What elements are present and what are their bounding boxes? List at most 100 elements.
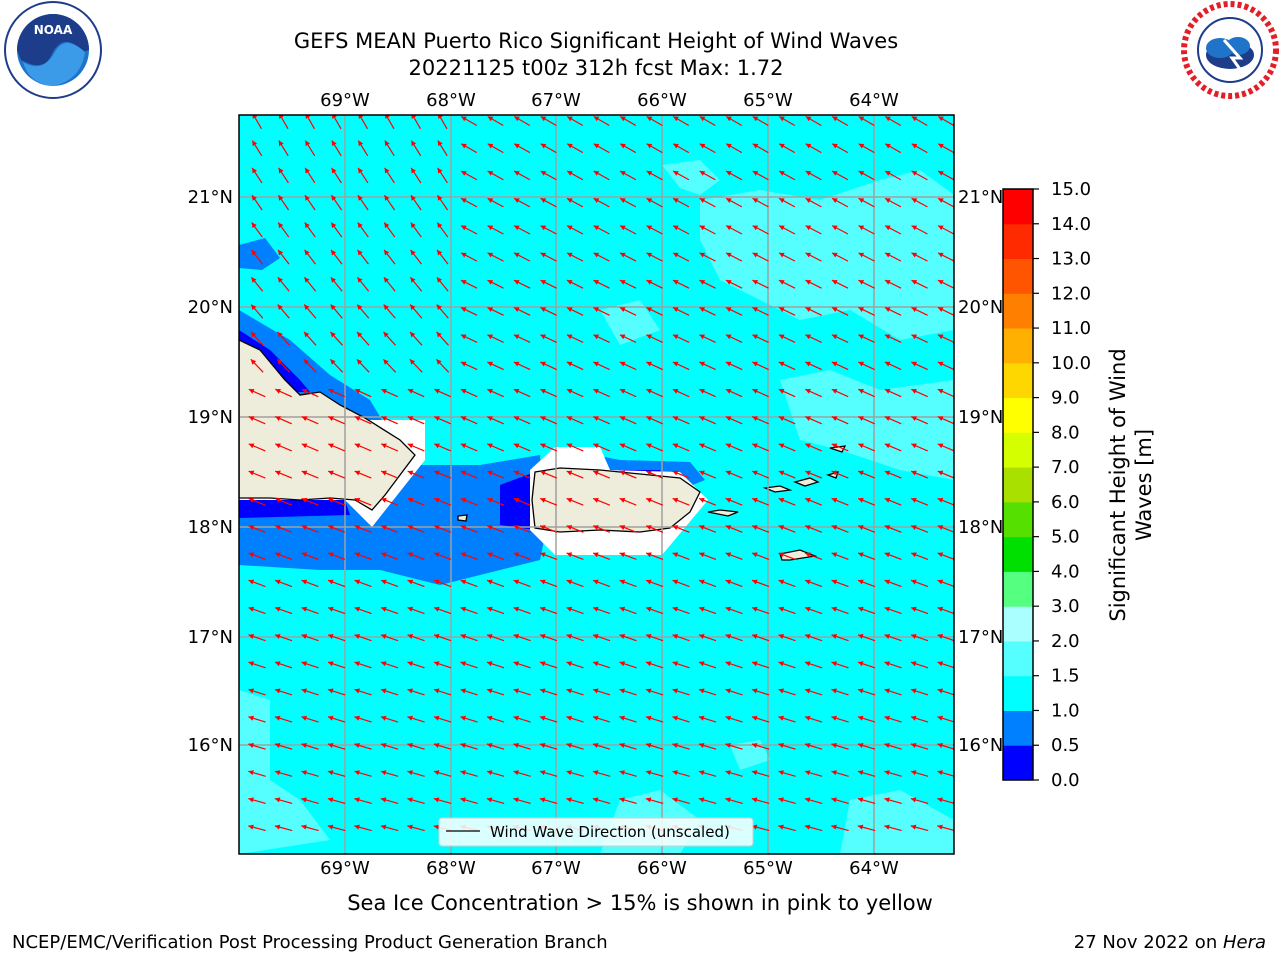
wind-wave-arrow (433, 634, 452, 642)
colorbar-segment (1003, 362, 1033, 399)
wind-wave-arrow (937, 634, 954, 642)
wind-wave-arrow (937, 770, 954, 777)
wind-wave-arrow (380, 688, 399, 696)
wind-wave-arrow (619, 497, 637, 506)
wind-wave-arrow (539, 688, 558, 696)
hispaniola-land (239, 339, 416, 511)
wind-wave-arrow (460, 143, 478, 154)
wind-wave-arrow (433, 579, 452, 588)
wind-wave-arrow (884, 443, 902, 452)
wind-wave-arrow (513, 742, 531, 750)
wind-wave-arrow (857, 470, 876, 479)
wind-wave-arrow (619, 525, 637, 533)
wind-wave-arrow (304, 194, 316, 211)
wind-wave-arrow (857, 715, 876, 723)
wind-wave-arrow (407, 525, 425, 533)
wind-wave-arrow (752, 306, 769, 316)
colorbar-segment (1003, 675, 1033, 711)
wind-wave-arrow (277, 331, 290, 346)
wind-wave-arrow (937, 252, 954, 262)
wind-wave-arrow (513, 634, 531, 642)
wind-wave-arrow (858, 197, 875, 208)
wind-wave-arrow (752, 416, 769, 425)
wind-wave-arrow (487, 252, 504, 262)
wind-wave-arrow (592, 715, 611, 723)
wind-wave-arrow (672, 579, 690, 588)
wind-wave-arrow (857, 824, 876, 832)
wind-wave-arrow (937, 525, 954, 533)
wind-wave-arrow (436, 222, 449, 238)
wind-wave-arrow (248, 470, 266, 479)
wind-wave-arrow (301, 525, 319, 533)
wind-wave-arrow (540, 115, 557, 127)
wind-wave-arrow (751, 634, 770, 642)
wind-wave-arrow (250, 358, 264, 373)
wind-wave-arrow (380, 824, 399, 832)
wind-wave-arrow (409, 331, 423, 346)
wind-wave-arrow (699, 143, 716, 154)
wind-wave-arrow (645, 470, 664, 479)
svg-text:NOAA: NOAA (34, 23, 73, 37)
wind-wave-arrow (354, 388, 372, 398)
wind-wave-arrow (487, 361, 504, 371)
longitude-labels-top: 69°W 68°W 67°W 66°W 65°W 64°W (320, 90, 899, 111)
wind-wave-arrow (725, 416, 743, 425)
wind-wave-arrow (380, 470, 399, 479)
wind-wave-arrow (354, 797, 372, 804)
wind-wave-arrow (274, 634, 293, 642)
wind-wave-arrow (804, 715, 823, 723)
wind-wave-arrow (250, 304, 264, 319)
wind-wave-arrow (592, 552, 611, 560)
latitude-labels-left: 21°N 20°N 19°N 18°N 17°N 16°N (188, 187, 233, 756)
wind-wave-arrow (277, 249, 290, 265)
wind-wave-arrow (725, 143, 743, 154)
wind-wave-arrow (330, 331, 343, 346)
wind-wave-arrow (831, 279, 849, 289)
colorbar: 0.0 0.5 1.0 1.5 2.0 3.0 4.0 5.0 6.0 7.0 8.0 9.0 10.0… (1002, 179, 1091, 791)
wind-wave-arrow (513, 334, 531, 344)
wind-wave-arrow (513, 497, 531, 506)
wind-wave-arrow (645, 497, 664, 506)
wind-wave-arrow (725, 525, 743, 533)
wind-wave-arrow (436, 194, 449, 211)
wind-wave-arrow (437, 167, 448, 184)
lat-label-left: 21°N (188, 187, 233, 208)
wind-wave-arrow (725, 579, 743, 588)
wind-wave-arrow (380, 634, 399, 642)
wind-wave-arrow (540, 416, 557, 425)
wind-wave-arrow (354, 715, 372, 723)
wind-wave-arrow (910, 661, 929, 669)
wind-wave-arrow (539, 797, 558, 804)
wind-wave-arrow (858, 388, 875, 398)
wind-wave-arrow (937, 306, 954, 316)
colorbar-tick-label: 13.0 (1051, 249, 1091, 270)
wind-wave-arrow (831, 797, 849, 804)
wind-wave-arrow (407, 470, 425, 479)
wind-wave-arrow (645, 797, 664, 804)
wind-wave-arrow (327, 606, 346, 615)
wind-wave-arrow (805, 416, 822, 425)
wind-wave-arrow (384, 140, 395, 157)
lon-label-top: 68°W (426, 90, 476, 111)
wind-wave-arrow (274, 770, 293, 777)
wind-wave-arrow (645, 688, 664, 696)
wind-wave-arrow (274, 797, 293, 804)
wind-wave-arrow (619, 470, 637, 479)
wind-wave-arrow (858, 143, 875, 154)
wind-wave-arrow (778, 661, 796, 669)
lat-label-left: 17°N (188, 627, 233, 648)
wind-wave-arrow (433, 525, 452, 533)
wind-wave-arrow (303, 358, 317, 373)
wind-wave-arrow (831, 497, 849, 506)
wind-wave-arrow (566, 306, 584, 316)
wind-wave-arrow (619, 552, 637, 560)
wind-wave-arrow (619, 170, 637, 181)
wind-wave-arrow (831, 306, 849, 316)
wind-wave-arrow (751, 661, 770, 669)
wind-wave-arrow (698, 797, 717, 804)
wind-wave-arrow (778, 634, 796, 642)
wind-wave-arrow (513, 115, 531, 127)
wind-wave-arrow (672, 416, 690, 425)
wind-wave-arrow (751, 579, 770, 588)
wind-wave-arrow (513, 715, 531, 723)
